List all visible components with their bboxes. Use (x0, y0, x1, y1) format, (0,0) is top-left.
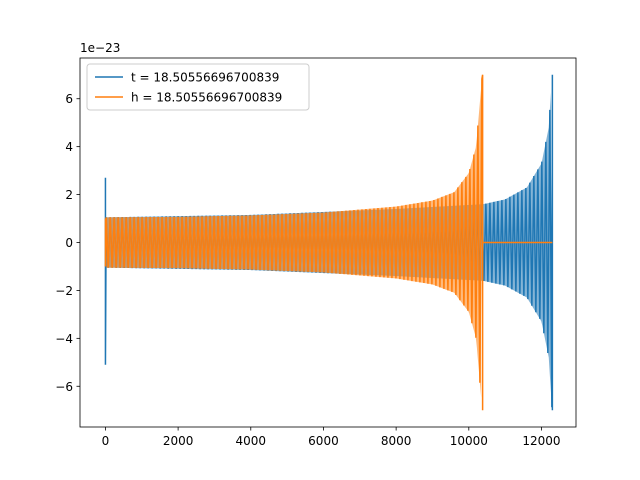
y-scale-label: 1e−23 (80, 41, 120, 55)
y-tick-label: 4 (65, 140, 73, 154)
x-tick-label: 6000 (308, 434, 339, 448)
y-tick-label: −6 (55, 380, 73, 394)
y-tick-label: 2 (65, 188, 73, 202)
x-tick-label: 4000 (236, 434, 267, 448)
x-tick-label: 2000 (163, 434, 194, 448)
y-tick-label: −2 (55, 284, 73, 298)
x-tick-label: 10000 (450, 434, 488, 448)
legend-label: t = 18.50556696700839 (131, 71, 279, 85)
x-tick-label: 8000 (381, 434, 412, 448)
y-tick-label: 0 (65, 236, 73, 250)
legend-label: h = 18.50556696700839 (131, 91, 282, 105)
y-tick-label: −4 (55, 332, 73, 346)
legend: t = 18.50556696700839 h = 18.505566967008… (87, 64, 309, 110)
y-tick-label: 6 (65, 92, 73, 106)
x-tick-label: 12000 (522, 434, 560, 448)
x-tick-label: 0 (102, 434, 110, 448)
